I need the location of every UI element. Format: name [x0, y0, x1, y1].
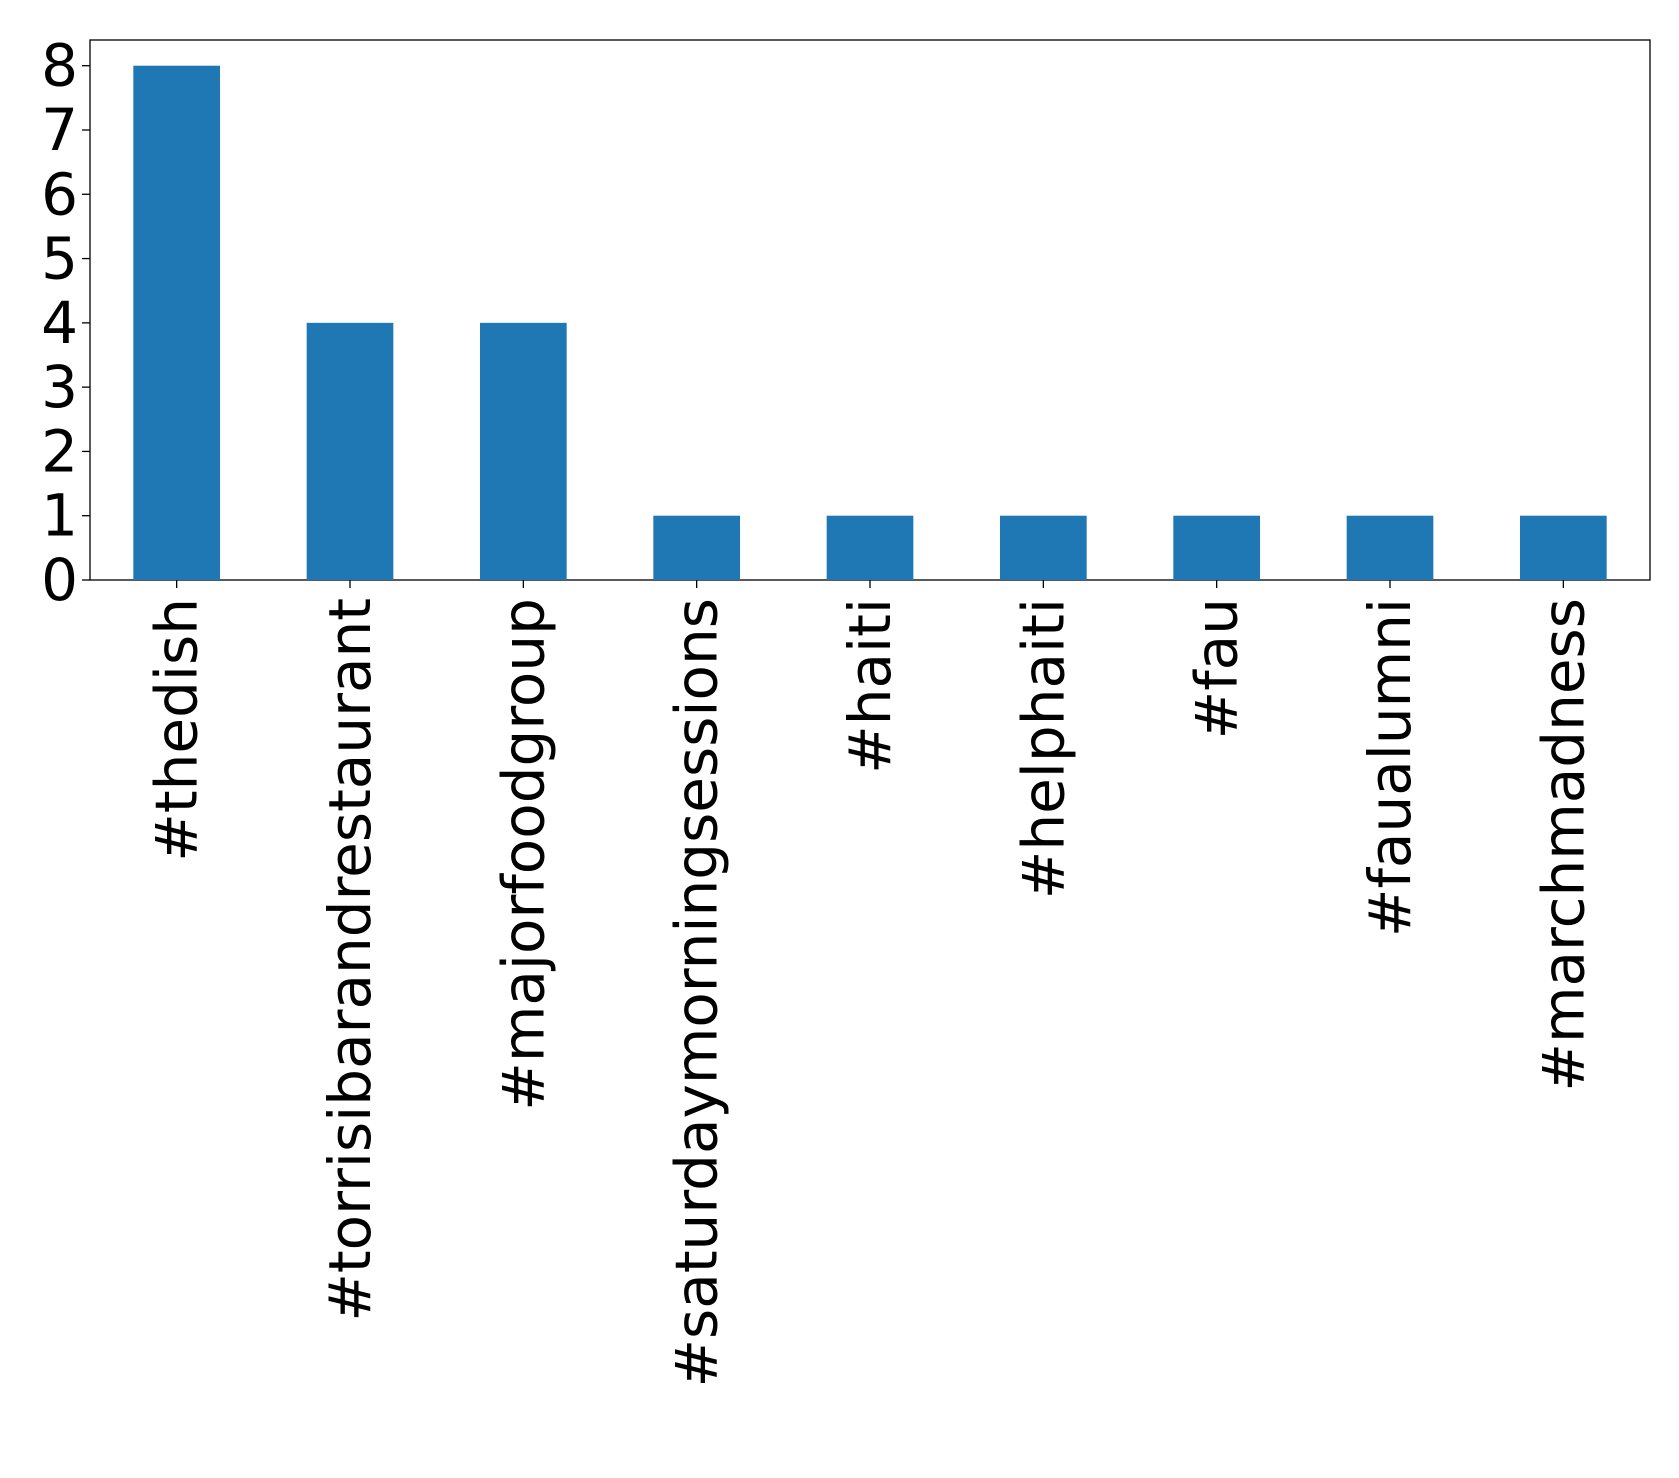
bar-fau — [1173, 515, 1260, 580]
bar-haiti — [826, 515, 914, 580]
x-tick-label-fau: #fau — [1183, 598, 1251, 739]
y-tick-label-2: 2 — [41, 417, 78, 485]
bar-torrisibarandrestaurant — [306, 322, 394, 580]
bar-marchmadness — [1520, 515, 1607, 580]
x-tick-label-saturdaymorningsessions: #saturdaymorningsessions — [663, 598, 731, 1388]
y-tick-label-1: 1 — [41, 482, 78, 550]
y-tick-label-7: 7 — [41, 96, 78, 164]
x-axis: #thedish #torrisibarandrestaurant #majorfo… — [143, 580, 1597, 1388]
bar-helphaiti — [1000, 515, 1087, 580]
y-tick-label-0: 0 — [41, 546, 78, 614]
bar-majorfoodgroup — [480, 322, 567, 580]
x-tick-label-majorfoodgroup: #majorfoodgroup — [489, 598, 557, 1111]
y-tick-label-8: 8 — [41, 32, 78, 100]
x-tick-label-marchmadness: #marchmadness — [1529, 598, 1597, 1092]
y-tick-label-6: 6 — [41, 160, 78, 228]
bars-group — [133, 65, 1607, 580]
bar-thedish — [133, 65, 220, 580]
x-tick-label-helphaiti: #helphaiti — [1009, 598, 1077, 899]
bar-faualumni — [1346, 515, 1434, 580]
x-tick-label-haiti: #haiti — [836, 598, 904, 774]
bar-saturdaymorningsessions — [653, 515, 740, 580]
x-tick-label-thedish: #thedish — [143, 598, 211, 862]
y-tick-label-5: 5 — [41, 225, 78, 293]
x-tick-label-torrisibarandrestaurant: #torrisibarandrestaurant — [316, 598, 384, 1322]
y-tick-label-4: 4 — [41, 289, 78, 357]
x-tick-label-faualumni: #faualumni — [1356, 598, 1424, 937]
y-tick-label-3: 3 — [41, 353, 78, 421]
